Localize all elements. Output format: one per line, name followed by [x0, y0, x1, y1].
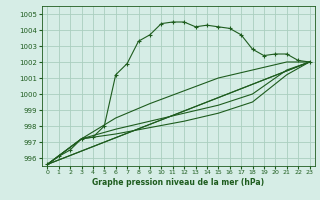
X-axis label: Graphe pression niveau de la mer (hPa): Graphe pression niveau de la mer (hPa)	[92, 178, 264, 187]
